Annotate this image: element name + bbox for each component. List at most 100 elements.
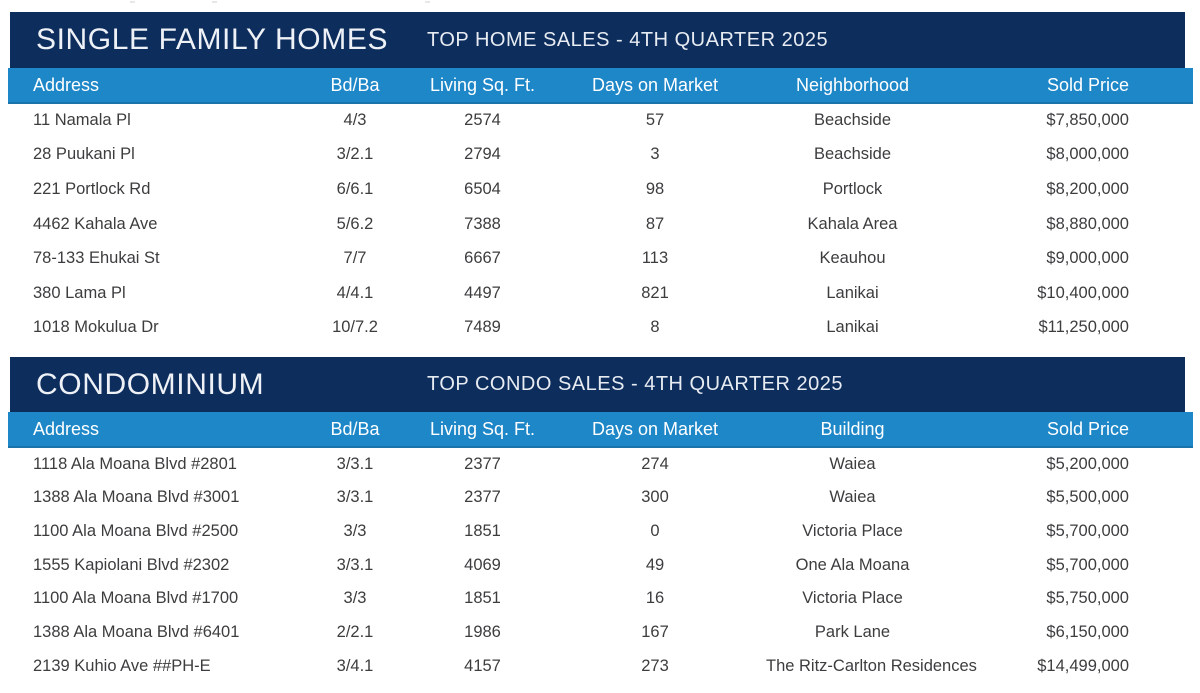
cell-neighborhood: Kahala Area bbox=[807, 214, 898, 233]
cell-address: 1555 Kapiolani Blvd #2302 bbox=[33, 555, 230, 574]
homes-section-title: SINGLE FAMILY HOMES bbox=[36, 23, 389, 56]
cell-sold-price: $8,000,000 bbox=[1046, 145, 1129, 164]
cell-days-on-market: 57 bbox=[645, 111, 665, 130]
cell-living-sqft: 7489 bbox=[464, 318, 501, 337]
cell-living-sqft: 2377 bbox=[464, 488, 501, 507]
cell-living-sqft: 2794 bbox=[464, 145, 501, 164]
cell-sold-price: $5,700,000 bbox=[1046, 521, 1129, 540]
cell-bd-ba: 4/4.1 bbox=[336, 283, 374, 302]
cell-bd-ba: 7/7 bbox=[343, 249, 367, 268]
cell-address: 78-133 Ehukai St bbox=[33, 249, 160, 268]
cell-days-on-market: 3 bbox=[650, 145, 660, 164]
col-header-sold-price: Sold Price bbox=[940, 412, 1193, 449]
col-header-days-on-market: Days on Market bbox=[545, 412, 765, 449]
condos-section-subtitle: TOP CONDO SALES - 4TH QUARTER 2025 bbox=[427, 373, 844, 396]
cell-building: Waiea bbox=[829, 488, 876, 507]
col-header-days-on-market: Days on Market bbox=[545, 68, 765, 104]
col-header-address: Address bbox=[8, 68, 290, 104]
cell-bd-ba: 4/3 bbox=[343, 111, 367, 130]
condominium-section: CONDOMINIUM TOP CONDO SALES - 4TH QUARTE… bbox=[8, 357, 1193, 683]
cell-living-sqft: 2377 bbox=[464, 455, 501, 473]
cell-living-sqft: 4157 bbox=[464, 656, 501, 675]
cell-address: 1388 Ala Moana Blvd #6401 bbox=[33, 622, 240, 641]
cell-days-on-market: 16 bbox=[645, 589, 665, 608]
cell-address: 1118 Ala Moana Blvd #2801 bbox=[33, 455, 237, 473]
cell-bd-ba: 10/7.2 bbox=[332, 318, 378, 337]
col-header-bd-ba: Bd/Ba bbox=[290, 68, 420, 104]
cell-sold-price: $11,250,000 bbox=[1038, 318, 1129, 337]
col-header-living-sqft: Living Sq. Ft. bbox=[420, 412, 545, 449]
cell-days-on-market: 300 bbox=[641, 488, 669, 507]
cell-building: Victoria Place bbox=[802, 521, 903, 540]
cell-neighborhood: Beachside bbox=[813, 111, 892, 130]
table-row: 221 Portlock Rd 6/6.1 6504 98 Portlock $8,200… bbox=[8, 172, 1193, 207]
col-header-bd-ba: Bd/Ba bbox=[290, 412, 420, 449]
cell-address: 380 Lama Pl bbox=[33, 283, 126, 302]
cell-sold-price: $14,499,000 bbox=[1037, 656, 1129, 675]
col-header-address: Address bbox=[8, 412, 290, 449]
condos-section-title: CONDOMINIUM bbox=[36, 367, 265, 401]
cell-bd-ba: 3/3.1 bbox=[336, 455, 374, 473]
cell-living-sqft: 4069 bbox=[464, 555, 501, 574]
cell-neighborhood: Lanikai bbox=[826, 283, 879, 302]
cell-days-on-market: 821 bbox=[641, 283, 669, 302]
cell-address: 1388 Ala Moana Blvd #3001 bbox=[33, 488, 240, 507]
condos-table: Address Bd/Ba Living Sq. Ft. Days on Mar… bbox=[8, 412, 1193, 683]
single-family-homes-section: SINGLE FAMILY HOMES TOP HOME SALES - 4TH… bbox=[8, 0, 1193, 345]
cell-address: 221 Portlock Rd bbox=[33, 179, 151, 198]
cell-sold-price: $5,200,000 bbox=[1046, 455, 1129, 473]
cell-building: Waiea bbox=[829, 455, 876, 473]
table-row: 1388 Ala Moana Blvd #6401 2/2.1 1986 167 Par… bbox=[8, 616, 1193, 650]
table-row: 11 Namala Pl 4/3 2574 57 Beachside $7,850,000 bbox=[8, 103, 1193, 138]
table-row: 1018 Mokulua Dr 10/7.2 7489 8 Lanikai $11,250… bbox=[8, 311, 1193, 346]
cell-sold-price: $8,200,000 bbox=[1046, 179, 1129, 198]
cell-neighborhood: Portlock bbox=[822, 179, 883, 198]
cropped-text-remnant bbox=[0, 0, 1200, 4]
cell-days-on-market: 273 bbox=[641, 656, 669, 675]
cell-bd-ba: 3/3.1 bbox=[336, 488, 374, 507]
cell-sold-price: $9,000,000 bbox=[1046, 249, 1129, 268]
homes-section-subtitle: TOP HOME SALES - 4TH QUARTER 2025 bbox=[427, 28, 829, 51]
cell-days-on-market: 49 bbox=[645, 555, 665, 574]
cell-building: Park Lane bbox=[814, 622, 891, 641]
condos-header-row: Address Bd/Ba Living Sq. Ft. Days on Mar… bbox=[8, 412, 1193, 449]
cell-address: 1100 Ala Moana Blvd #2500 bbox=[33, 521, 239, 540]
table-row: 78-133 Ehukai St 7/7 6667 113 Keauhou $9,000,… bbox=[8, 241, 1193, 276]
cell-address: 4462 Kahala Ave bbox=[33, 214, 158, 233]
cell-bd-ba: 3/2.1 bbox=[336, 145, 374, 164]
cell-bd-ba: 3/4.1 bbox=[336, 656, 374, 675]
table-row: 28 Puukani Pl 3/2.1 2794 3 Beachside $8,000,0… bbox=[8, 138, 1193, 173]
cell-neighborhood: Keauhou bbox=[819, 249, 886, 268]
cell-days-on-market: 87 bbox=[645, 214, 665, 233]
cell-living-sqft: 6667 bbox=[464, 249, 501, 268]
cell-sold-price: $5,700,000 bbox=[1046, 555, 1129, 574]
cell-living-sqft: 1986 bbox=[464, 622, 501, 641]
cell-bd-ba: 3/3.1 bbox=[336, 555, 374, 574]
cell-days-on-market: 8 bbox=[650, 318, 660, 337]
cell-living-sqft: 4497 bbox=[464, 283, 501, 302]
cell-days-on-market: 113 bbox=[641, 249, 669, 268]
cell-address: 2139 Kuhio Ave ##PH-E bbox=[33, 656, 211, 675]
homes-title-bar: SINGLE FAMILY HOMES TOP HOME SALES - 4TH… bbox=[10, 12, 1185, 68]
cell-living-sqft: 2574 bbox=[464, 111, 501, 130]
cell-bd-ba: 3/3 bbox=[343, 589, 367, 608]
table-row: 1555 Kapiolani Blvd #2302 3/3.1 4069 49 One … bbox=[8, 548, 1193, 582]
cell-bd-ba: 3/3 bbox=[343, 521, 367, 540]
cell-bd-ba: 5/6.2 bbox=[336, 214, 374, 233]
cell-address: 11 Namala Pl bbox=[33, 111, 131, 130]
col-header-neighborhood: Neighborhood bbox=[765, 68, 940, 104]
cell-neighborhood: Lanikai bbox=[826, 318, 879, 337]
cell-address: 28 Puukani Pl bbox=[33, 145, 135, 164]
cell-days-on-market: 0 bbox=[650, 521, 660, 540]
table-row: 1100 Ala Moana Blvd #1700 3/3 1851 16 Victor… bbox=[8, 582, 1193, 616]
cell-sold-price: $5,750,000 bbox=[1046, 589, 1129, 608]
col-header-building: Building bbox=[765, 412, 940, 449]
table-row: 1100 Ala Moana Blvd #2500 3/3 1851 0 Victori… bbox=[8, 515, 1193, 549]
cell-days-on-market: 274 bbox=[641, 455, 669, 473]
cell-sold-price: $7,850,000 bbox=[1046, 111, 1129, 130]
cell-address: 1018 Mokulua Dr bbox=[33, 318, 159, 337]
homes-header-row: Address Bd/Ba Living Sq. Ft. Days on Mar… bbox=[8, 68, 1193, 104]
table-row: 2139 Kuhio Ave ##PH-E 3/4.1 4157 273 The Rit… bbox=[8, 649, 1193, 683]
cell-building: The Ritz-Carlton Residences bbox=[766, 656, 977, 675]
